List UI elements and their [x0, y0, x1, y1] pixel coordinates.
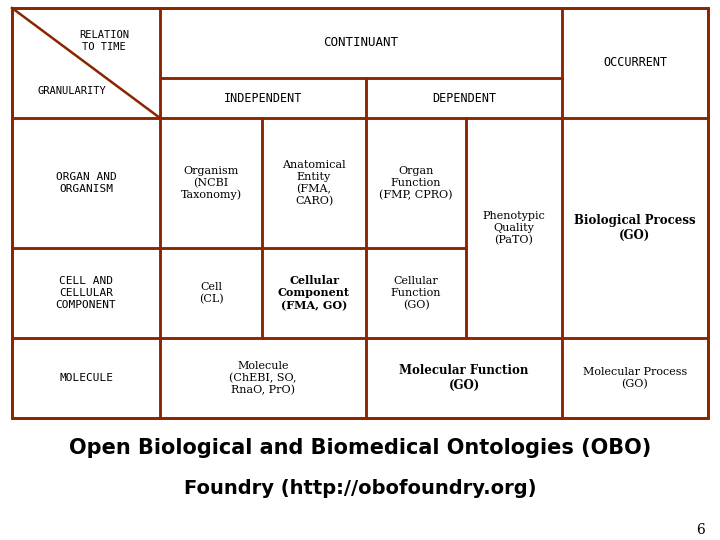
Text: CONTINUANT: CONTINUANT: [323, 37, 398, 50]
Bar: [12, 8, 708, 418]
Text: Molecular Process
(GO): Molecular Process (GO): [583, 367, 687, 389]
Text: INDEPENDENT: INDEPENDENT: [224, 91, 302, 105]
Text: Biological Process
(GO): Biological Process (GO): [574, 214, 696, 242]
Text: 6: 6: [696, 523, 705, 537]
Bar: [466, 118, 562, 338]
Text: Organ
Function
(FMP, CPRO): Organ Function (FMP, CPRO): [379, 166, 453, 200]
Bar: [160, 338, 366, 418]
Bar: [262, 118, 366, 248]
Bar: [160, 248, 262, 338]
Text: Anatomical
Entity
(FMA,
CARO): Anatomical Entity (FMA, CARO): [282, 160, 346, 206]
Text: DEPENDENT: DEPENDENT: [432, 91, 496, 105]
Text: Phenotypic
Quality
(PaTO): Phenotypic Quality (PaTO): [482, 211, 546, 245]
Bar: [366, 338, 562, 418]
Bar: [12, 8, 160, 118]
Text: Molecule
(ChEBI, SO,
RnaO, PrO): Molecule (ChEBI, SO, RnaO, PrO): [229, 361, 297, 395]
Bar: [562, 8, 708, 118]
Text: RELATION
TO TIME: RELATION TO TIME: [79, 30, 129, 52]
Text: Organism
(NCBI
Taxonomy): Organism (NCBI Taxonomy): [181, 166, 242, 200]
Text: Open Biological and Biomedical Ontologies (OBO): Open Biological and Biomedical Ontologie…: [69, 438, 651, 458]
Text: MOLECULE: MOLECULE: [59, 373, 113, 383]
Bar: [160, 78, 366, 118]
Bar: [366, 78, 562, 118]
Text: Cellular
Function
(GO): Cellular Function (GO): [391, 276, 441, 310]
Bar: [366, 248, 466, 338]
Text: OCCURRENT: OCCURRENT: [603, 57, 667, 70]
Text: Molecular Function
(GO): Molecular Function (GO): [400, 364, 528, 392]
Text: ORGAN AND
ORGANISM: ORGAN AND ORGANISM: [55, 172, 117, 194]
Bar: [562, 118, 708, 338]
Text: Foundry (http://obofoundry.org): Foundry (http://obofoundry.org): [184, 478, 536, 497]
Text: Cellular
Component
(FMA, GO): Cellular Component (FMA, GO): [278, 275, 350, 311]
Bar: [12, 248, 160, 338]
Text: CELL AND
CELLULAR
COMPONENT: CELL AND CELLULAR COMPONENT: [55, 276, 117, 309]
Bar: [12, 338, 160, 418]
Bar: [366, 118, 466, 248]
Bar: [160, 8, 562, 78]
Text: Cell
(CL): Cell (CL): [199, 282, 223, 304]
Bar: [160, 118, 262, 248]
Bar: [562, 338, 708, 418]
Text: GRANULARITY: GRANULARITY: [37, 85, 107, 96]
Bar: [262, 248, 366, 338]
Bar: [12, 118, 160, 248]
